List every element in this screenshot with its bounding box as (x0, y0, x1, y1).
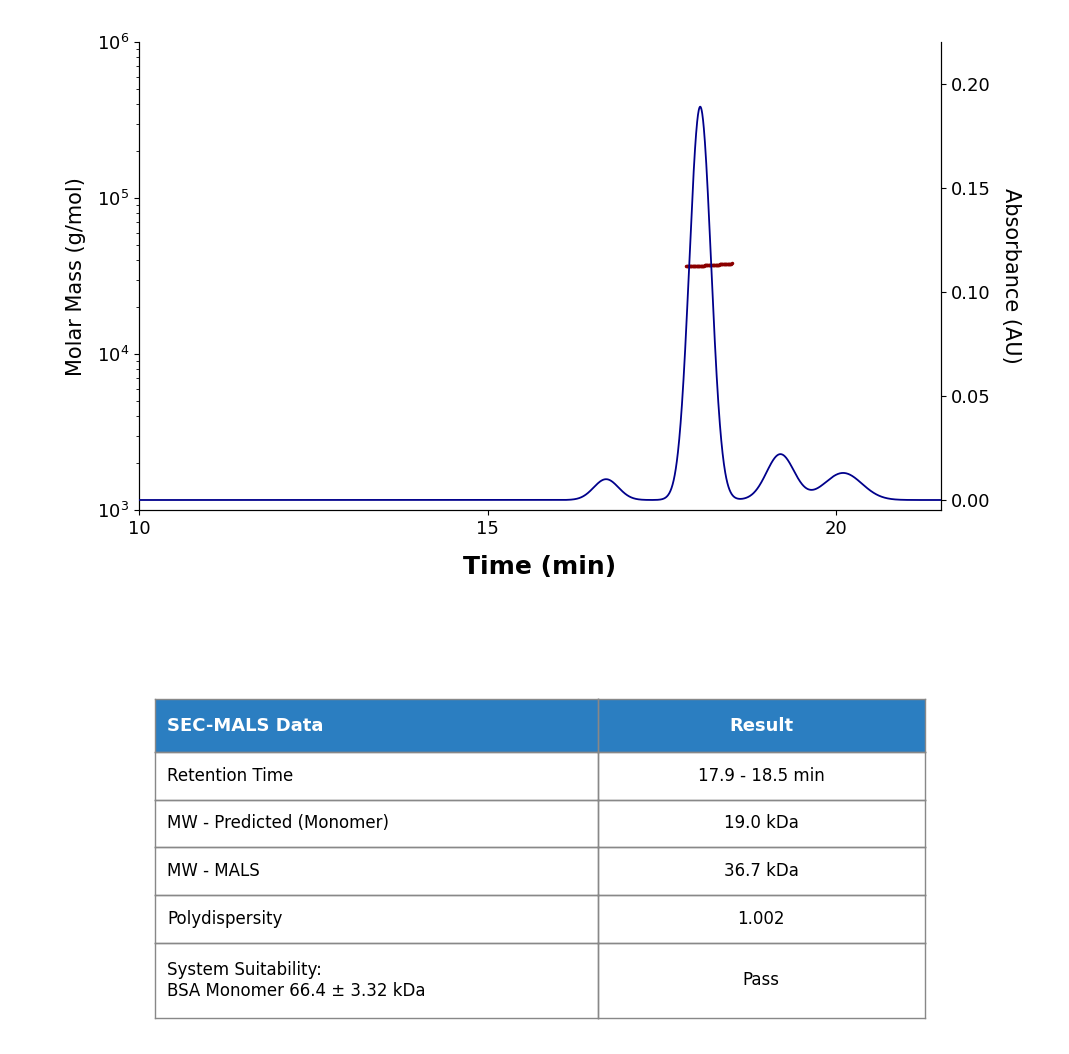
Text: 36.7 kDa: 36.7 kDa (724, 862, 799, 880)
Bar (155, 699, 598, 752)
Bar (598, 942, 925, 1017)
Bar (598, 752, 925, 800)
Bar (598, 800, 925, 847)
Text: MW - Predicted (Monomer): MW - Predicted (Monomer) (167, 815, 389, 833)
Text: 1.002: 1.002 (738, 910, 785, 928)
Text: 17.9 - 18.5 min: 17.9 - 18.5 min (698, 767, 824, 785)
Text: Retention Time: Retention Time (167, 767, 293, 785)
Bar (155, 800, 598, 847)
Bar (155, 895, 598, 942)
Text: System Suitability:
BSA Monomer 66.4 ± 3.32 kDa: System Suitability: BSA Monomer 66.4 ± 3… (167, 961, 425, 999)
Text: 19.0 kDa: 19.0 kDa (724, 815, 799, 833)
Text: Pass: Pass (743, 971, 779, 989)
Text: SEC-MALS Data: SEC-MALS Data (167, 717, 324, 735)
Text: Polydispersity: Polydispersity (167, 910, 282, 928)
Y-axis label: Molar Mass (g/mol): Molar Mass (g/mol) (66, 177, 86, 375)
Text: MW - MALS: MW - MALS (167, 862, 260, 880)
Bar (155, 847, 598, 895)
Y-axis label: Absorbance (AU): Absorbance (AU) (1001, 189, 1021, 364)
Bar (598, 895, 925, 942)
Bar (598, 847, 925, 895)
X-axis label: Time (min): Time (min) (463, 554, 617, 579)
Bar (598, 699, 925, 752)
Bar (155, 752, 598, 800)
Text: Result: Result (729, 717, 793, 735)
Bar (155, 942, 598, 1017)
